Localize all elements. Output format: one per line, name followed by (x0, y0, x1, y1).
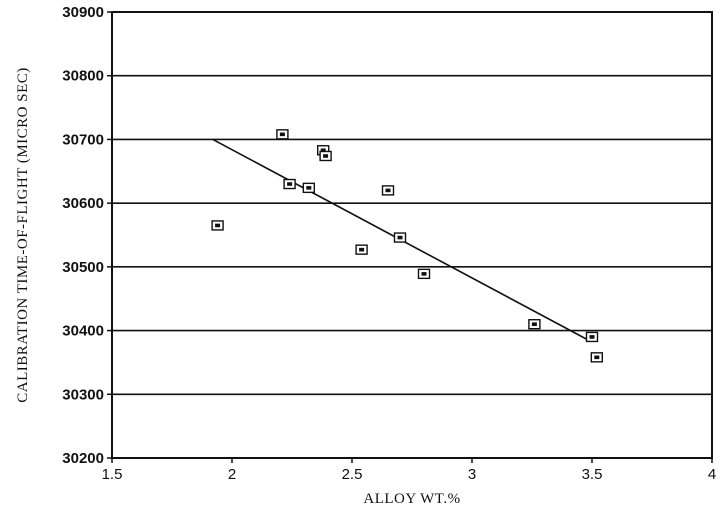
x-tick-label-5: 4 (708, 466, 716, 483)
y-tick-label-7: 30900 (62, 4, 104, 21)
y-tick-label-6: 30800 (62, 68, 104, 85)
y-tick-label-1: 30300 (62, 386, 104, 403)
y-axis-title: CALIBRATION TIME-OF-FLIGHT (MICRO SEC) (15, 67, 31, 403)
x-tick-label-2: 2.5 (342, 466, 363, 483)
x-tick-label-1: 2 (228, 466, 236, 483)
data-point-1 (276, 129, 289, 140)
plot-frame (111, 11, 713, 459)
x-tick-label-4: 3.5 (582, 466, 603, 483)
data-point-8 (393, 232, 407, 243)
y-tick-label-5: 30700 (62, 131, 104, 148)
data-point-6 (355, 244, 368, 255)
data-point-3 (302, 182, 315, 194)
x-axis-title: ALLOY WT.% (363, 491, 460, 507)
data-point-10 (528, 319, 541, 330)
data-point-12 (590, 352, 603, 363)
data-point-7 (381, 185, 395, 196)
x-tick-label-0: 1.5 (102, 466, 123, 483)
data-points (211, 129, 603, 363)
data-point-11 (585, 331, 599, 343)
data-point-5 (319, 150, 332, 162)
x-tick-label-3: 3 (468, 466, 476, 483)
y-tick-label-4: 30600 (62, 195, 104, 212)
data-point-0 (211, 220, 224, 231)
data-point-2 (283, 178, 296, 190)
axis-ticks: 30200 30300 30400 30500 30600 30700 30800 30900… (62, 4, 716, 483)
y-tick-label-3: 30500 (62, 259, 104, 276)
gridlines (112, 11, 712, 459)
y-tick-label-2: 30400 (62, 323, 104, 340)
y-tick-label-0: 30200 (62, 450, 104, 467)
data-point-9 (417, 268, 431, 280)
